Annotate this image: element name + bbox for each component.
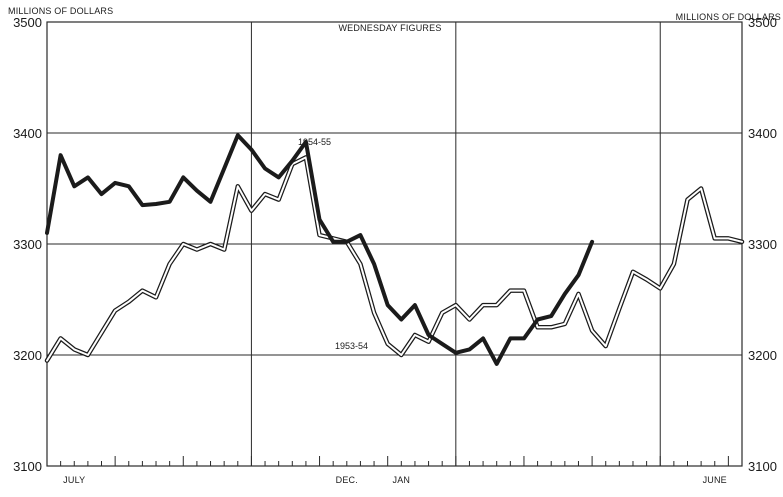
label-layer: 3100 3100 3200 3200 3300 3300 3400 3400 3500 3500… bbox=[13, 15, 777, 485]
grid-lines bbox=[46, 21, 743, 467]
series-1953-54-inner bbox=[46, 156, 743, 362]
x-tick-label-dec: DEC. bbox=[336, 475, 358, 485]
y-tick-label-right-3100: 3100 bbox=[748, 459, 777, 474]
y-tick-label-right-3300: 3300 bbox=[748, 237, 777, 252]
y-tick-label-left-3400: 3400 bbox=[13, 126, 42, 141]
series-layer bbox=[44, 133, 745, 366]
y-tick-label-left-3100: 3100 bbox=[13, 459, 42, 474]
y-tick-label-right-3200: 3200 bbox=[748, 348, 777, 363]
y-tick-label-left-3300: 3300 bbox=[13, 237, 42, 252]
series-label-1953-54: 1953-54 bbox=[335, 341, 368, 351]
series-1954-55-line bbox=[45, 133, 595, 366]
series-1953-54-line bbox=[44, 155, 745, 363]
right-axis-title: MILLIONS OF DOLLARS bbox=[676, 12, 781, 22]
y-tick-label-right-3400: 3400 bbox=[748, 126, 777, 141]
y-tick-label-left-3500: 3500 bbox=[13, 15, 42, 30]
x-tick-label-jan: JAN bbox=[393, 475, 411, 485]
series-label-1954-55: 1954-55 bbox=[298, 137, 331, 147]
x-tick-label-july: JULY bbox=[63, 475, 85, 485]
chart-title: WEDNESDAY FIGURES bbox=[338, 23, 441, 33]
x-tick-label-june: JUNE bbox=[703, 475, 727, 485]
left-axis-title: MILLIONS OF DOLLARS bbox=[8, 6, 113, 16]
y-tick-label-right-3500: 3500 bbox=[748, 15, 777, 30]
y-tick-label-left-3200: 3200 bbox=[13, 348, 42, 363]
